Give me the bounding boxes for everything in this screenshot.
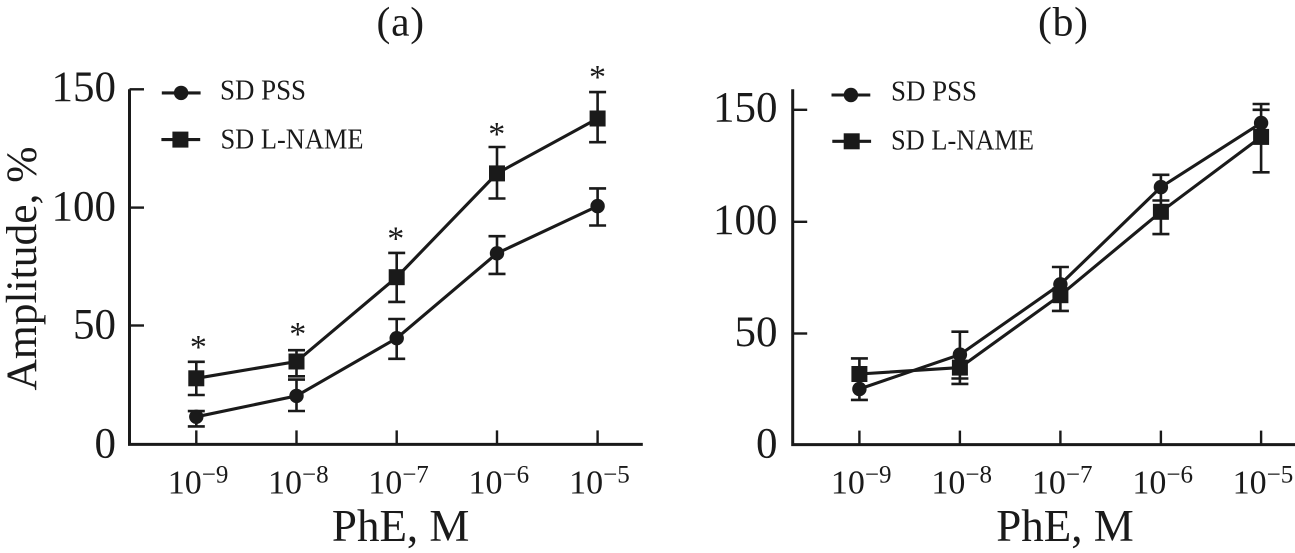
svg-text:(a): (a) bbox=[376, 0, 424, 45]
svg-text:150: 150 bbox=[52, 64, 117, 111]
svg-text:SD PSS: SD PSS bbox=[891, 77, 977, 108]
svg-text:*: * bbox=[589, 59, 606, 96]
svg-text:PhE, M: PhE, M bbox=[332, 501, 470, 551]
svg-text:100: 100 bbox=[713, 197, 778, 244]
svg-text:150: 150 bbox=[713, 85, 778, 132]
svg-text:*: * bbox=[387, 220, 404, 257]
svg-text:*: * bbox=[488, 116, 505, 153]
svg-text:SD PSS: SD PSS bbox=[220, 75, 306, 106]
svg-text:SD L-NAME: SD L-NAME bbox=[891, 126, 1034, 157]
svg-text:(b): (b) bbox=[1038, 0, 1089, 45]
svg-text:Amplitude, %: Amplitude, % bbox=[0, 146, 46, 390]
svg-text:0: 0 bbox=[756, 420, 778, 467]
svg-text:50: 50 bbox=[73, 301, 116, 348]
svg-text:PhE, M: PhE, M bbox=[996, 501, 1134, 551]
svg-text:50: 50 bbox=[735, 309, 778, 356]
svg-text:SD L-NAME: SD L-NAME bbox=[221, 125, 364, 156]
svg-text:*: * bbox=[289, 316, 306, 353]
svg-text:*: * bbox=[190, 329, 207, 366]
svg-text:100: 100 bbox=[52, 183, 117, 230]
svg-text:10−8: 10−8 bbox=[268, 462, 329, 502]
svg-text:0: 0 bbox=[95, 421, 117, 468]
